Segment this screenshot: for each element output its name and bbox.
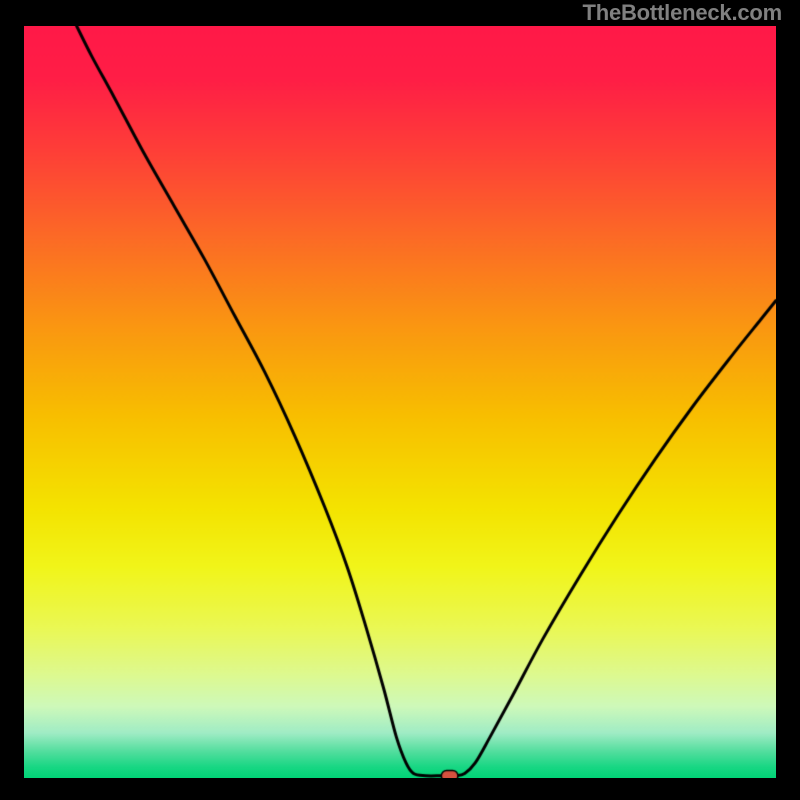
bottleneck-curve-chart xyxy=(24,26,776,778)
chart-frame: TheBottleneck.com xyxy=(0,0,800,800)
plot-area xyxy=(24,26,776,778)
watermark-text: TheBottleneck.com xyxy=(582,0,782,26)
